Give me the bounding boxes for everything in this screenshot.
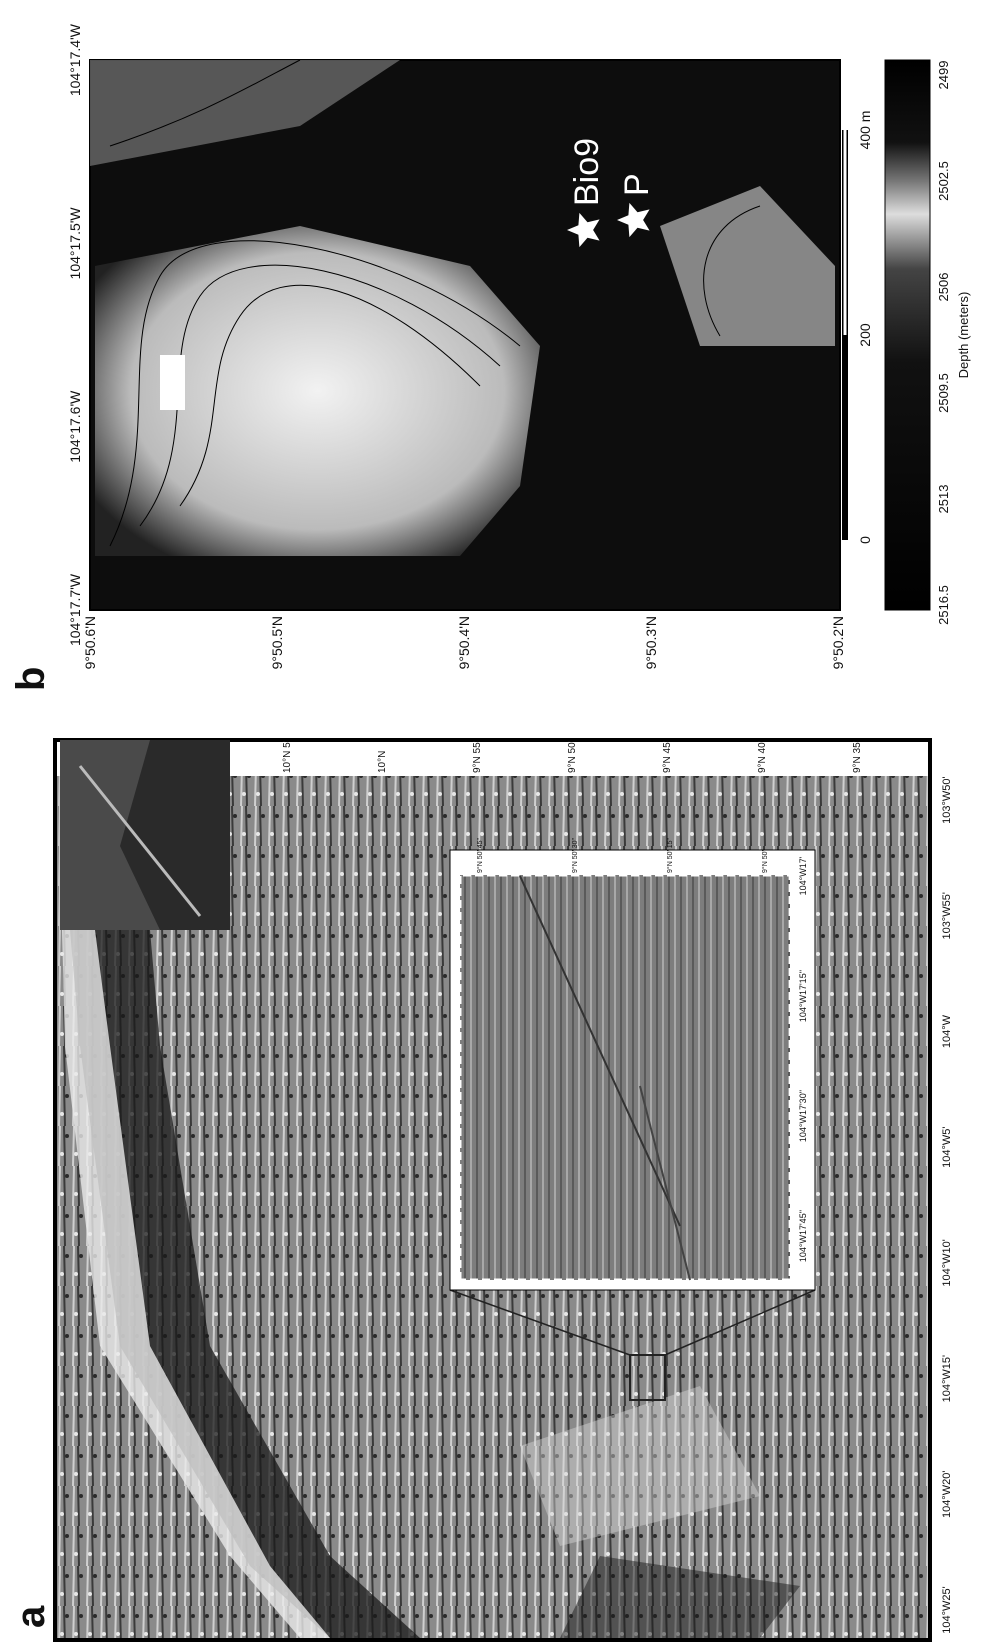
inset-lat-label: 9°N 50' 15'': [666, 838, 674, 873]
lat-tick-label: 9°N 55': [472, 740, 483, 773]
colorbar-tick-label: 2502.5: [936, 161, 951, 201]
lon-tick-label: 104°17.5'W: [67, 207, 83, 280]
colorbar-tick-label: 2499: [936, 61, 951, 90]
lon-tick-label: 104°W10': [941, 1239, 953, 1286]
lat-tick-label: 9°N 35': [852, 740, 863, 773]
colorbar-tick-label: 2506: [936, 273, 951, 302]
inset-lat-label: 9°N 50': [761, 850, 769, 873]
lat-tick-label: 9°50.6'N: [82, 616, 98, 669]
lat-tick-label: 9°50.4'N: [456, 616, 472, 669]
site-label: P: [618, 173, 656, 196]
panel-label: a: [9, 1605, 53, 1628]
inset-lon-label: 104°W17'15'': [798, 970, 808, 1023]
zoom-inset-map: [460, 875, 790, 1280]
lat-tick-label: 9°50.5'N: [269, 616, 285, 669]
lon-tick-label: 104°W20': [941, 1471, 953, 1518]
lat-tick-label: 9°N 45': [662, 740, 673, 773]
rotated-figure: a b 104°W25' 104°W20' 104°W15' 104°W10' 104°W5…: [9, 23, 971, 1640]
lat-tick-label: 9°50.3'N: [643, 616, 659, 669]
colorbar-tick-label: 2513: [936, 485, 951, 514]
colorbar-tick-label: 2516.5: [936, 585, 951, 625]
marker-box: [160, 355, 185, 410]
scale-label: 0: [857, 536, 873, 544]
figure: a b 104°W25' 104°W20' 104°W15' 104°W10' 104°W5…: [0, 0, 998, 1646]
site-label: Bio9: [568, 138, 606, 206]
lon-tick-label: 103°W55': [941, 892, 953, 939]
scale-label: 400 m: [857, 111, 873, 150]
lat-tick-label: 9°N 50': [567, 740, 578, 773]
lon-tick-label: 104°W5': [941, 1127, 953, 1168]
lon-tick-label: 104°17.7'W: [67, 573, 83, 646]
scale-label: 200: [857, 323, 873, 347]
lon-tick-label: 104°W25': [941, 1586, 953, 1633]
inset-lon-label: 104°W17'30'': [798, 1090, 808, 1143]
lon-tick-label: 103°W50': [941, 776, 953, 823]
lat-tick-label: 10°N: [377, 751, 388, 773]
lon-tick-label: 104°W: [941, 1014, 953, 1048]
colorbar-tick-label: 2509.5: [936, 373, 951, 413]
lat-tick-label: 9°50.2'N: [830, 616, 846, 669]
lat-tick-label: 10°N 5': [282, 740, 293, 773]
lat-tick-label: 9°N 40': [757, 740, 768, 773]
panel-label: b: [9, 667, 53, 691]
inset-lat-label: 9°N 50' 30'': [571, 838, 579, 873]
colorbar: [885, 60, 930, 610]
inset-lon-label: 104°W17'45'': [798, 1210, 808, 1263]
inset-lat-label: 9°N 50' 45'': [476, 838, 484, 873]
lon-tick-label: 104°17.4'W: [67, 23, 83, 96]
lon-tick-label: 104°17.6'W: [67, 390, 83, 463]
inset-lon-label: 104°W17': [798, 856, 808, 895]
lon-tick-label: 104°W15': [941, 1355, 953, 1402]
colorbar-title: Depth (meters): [956, 292, 971, 379]
